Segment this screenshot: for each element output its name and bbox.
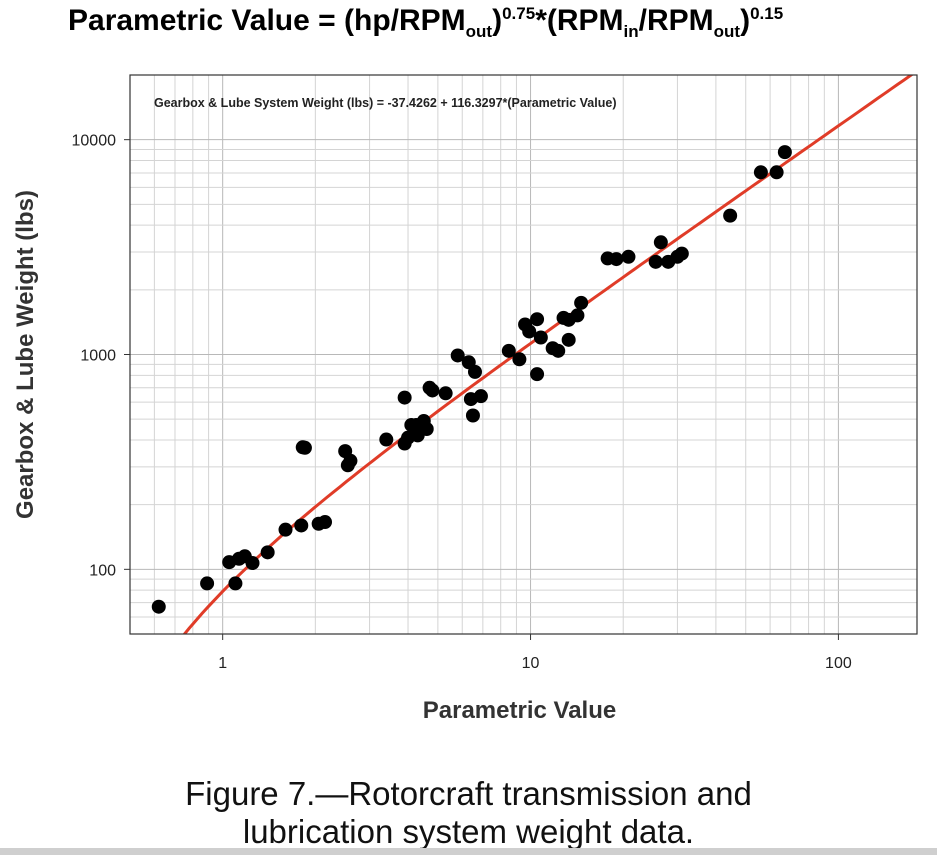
data-point <box>294 518 309 533</box>
data-point <box>522 324 537 339</box>
data-point <box>648 254 663 269</box>
chart-title: Parametric Value = (hp/RPMout)0.75*(RPMi… <box>68 4 783 42</box>
data-point <box>570 308 585 323</box>
data-point <box>200 576 215 591</box>
title-sub-in: in <box>623 22 639 41</box>
data-point <box>260 545 275 560</box>
title-exponent-2: 0.15 <box>750 4 784 23</box>
title-mult: *(RPM <box>535 4 624 37</box>
data-point <box>574 295 589 310</box>
data-point <box>533 330 548 345</box>
data-point <box>228 576 243 591</box>
data-point <box>621 249 636 264</box>
y-tick-label: 100 <box>89 562 116 579</box>
data-point <box>467 364 482 379</box>
title-slash: /RPM <box>638 4 714 37</box>
title-prefix: Parametric Value = (hp/RPM <box>68 4 466 37</box>
figure-caption-line-2: lubrication system weight data. <box>242 813 695 850</box>
data-point <box>609 252 624 267</box>
data-point <box>723 208 738 223</box>
data-point <box>397 390 412 405</box>
data-point <box>473 389 488 404</box>
data-point <box>501 343 516 358</box>
data-point <box>674 246 689 261</box>
title-sub-out-2: out <box>713 22 741 41</box>
data-point <box>450 348 465 363</box>
data-point <box>278 522 293 537</box>
data-point <box>379 432 394 447</box>
ticks: 1 10 100 100 1000 10000 <box>72 133 852 672</box>
data-point <box>245 556 260 571</box>
data-point <box>512 352 527 367</box>
data-point <box>653 235 668 250</box>
data-point <box>753 165 768 180</box>
data-point <box>561 332 576 347</box>
data-point <box>438 386 453 401</box>
data-point <box>318 515 333 530</box>
data-point <box>551 343 566 358</box>
scatter-plot: 1 10 100 100 1000 10000 Gearbox & Lube System… <box>12 74 918 724</box>
regression-equation: Gearbox & Lube System Weight (lbs) = -37… <box>154 96 616 110</box>
y-axis-label: Gearbox & Lube Weight (lbs) <box>12 190 39 519</box>
data-point <box>343 453 358 468</box>
data-point <box>409 417 424 432</box>
title-sub-out-1: out <box>465 22 493 41</box>
title-exponent-1: 0.75 <box>502 4 536 23</box>
x-tick-label: 10 <box>522 655 540 672</box>
title-paren-1: ) <box>492 4 503 37</box>
data-point <box>297 440 312 455</box>
data-point <box>530 367 545 382</box>
data-point <box>151 599 166 614</box>
data-point <box>777 145 792 160</box>
data-points <box>151 145 792 614</box>
data-point <box>530 312 545 327</box>
y-tick-label: 10000 <box>72 133 117 150</box>
x-tick-label: 100 <box>825 655 852 672</box>
data-point <box>425 383 440 398</box>
title-paren-2: ) <box>740 4 751 37</box>
x-tick-label: 1 <box>218 655 227 672</box>
page-divider <box>0 848 937 855</box>
data-point <box>419 422 434 437</box>
x-axis-label: Parametric Value <box>423 697 616 724</box>
data-point <box>465 408 480 423</box>
y-tick-label: 1000 <box>80 348 116 365</box>
data-point <box>769 165 784 180</box>
plot-frame <box>129 74 918 635</box>
grid <box>129 74 917 635</box>
figure-caption-line-1: Figure 7.—Rotorcraft transmission and <box>185 775 752 812</box>
